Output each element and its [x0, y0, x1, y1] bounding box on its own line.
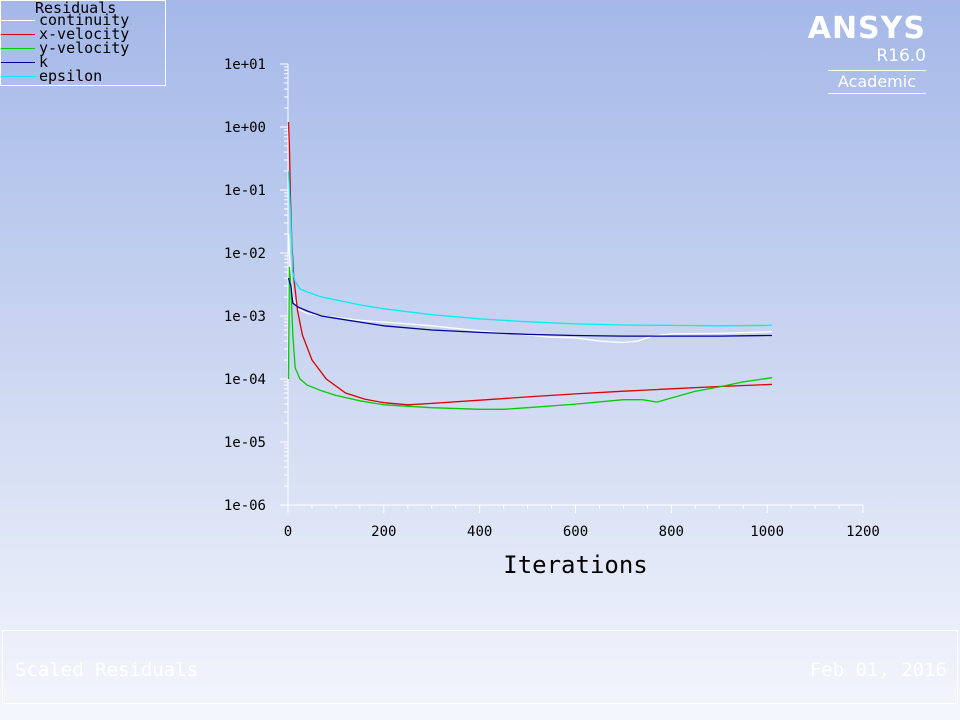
series-line-k: [287, 277, 772, 337]
legend-swatch-k: [1, 61, 35, 63]
footer-date: Feb 01, 2016: [809, 659, 947, 681]
series-line-y-velocity: [287, 266, 773, 410]
legend-item-epsilon: epsilon: [1, 67, 165, 85]
legend-swatch-x-velocity: [1, 33, 35, 35]
legend-item-x-velocity: x-velocity: [1, 25, 165, 43]
legend-label-continuity: continuity: [39, 11, 130, 29]
y-tick-label: 1e+01: [224, 57, 266, 73]
legend-swatch-continuity: [1, 19, 35, 21]
x-tick-label: 600: [563, 524, 588, 540]
legend-swatch-epsilon: [1, 75, 35, 77]
legend-swatch-y-velocity: [1, 47, 35, 49]
x-tick-label: 1200: [846, 524, 880, 540]
x-tick-label: 1000: [750, 524, 784, 540]
x-tick-label: 800: [659, 524, 684, 540]
y-tick-label: 1e-03: [224, 309, 266, 325]
series-line-epsilon: [287, 170, 773, 327]
y-tick-label: 1e-04: [224, 372, 266, 388]
legend-title: Residuals: [35, 0, 117, 17]
brand-edition: Academic: [827, 70, 926, 94]
x-tick-label: 400: [467, 524, 492, 540]
y-tick-label: 1e-02: [224, 246, 266, 262]
x-tick-label: 0: [284, 524, 292, 540]
plot-axes: 1e+01 1e+00 1e-01 1e-02 1e-03 1e-04 1e-05 1e-06…: [224, 57, 880, 579]
series-line-x-velocity: [287, 121, 773, 406]
legend-label-epsilon: epsilon: [39, 67, 103, 85]
footer-panel: Scaled Residuals Feb 01, 2016: [2, 630, 958, 704]
legend-item-continuity: continuity: [1, 11, 165, 29]
brand-version: R16.0: [876, 46, 926, 66]
y-tick-label: 1e-06: [224, 498, 266, 514]
plot-series: [287, 121, 773, 410]
x-tick-label: 200: [371, 524, 396, 540]
legend: Residuals continuity x-velocity y-veloci…: [0, 0, 166, 86]
legend-item-y-velocity: y-velocity: [1, 39, 165, 57]
legend-label-x-velocity: x-velocity: [39, 25, 130, 43]
y-tick-label: 1e-01: [224, 183, 266, 199]
ansys-logo: ANSYS R16.0 Academic: [808, 12, 926, 94]
y-tick-label: 1e+00: [224, 120, 266, 136]
legend-label-y-velocity: y-velocity: [39, 39, 130, 57]
footer-title: Scaled Residuals: [15, 659, 199, 681]
legend-label-k: k: [39, 53, 49, 71]
y-tick-label: 1e-05: [224, 435, 266, 451]
legend-item-k: k: [1, 53, 165, 71]
brand-name: ANSYS: [807, 11, 926, 46]
x-axis-label: Iterations: [503, 551, 648, 579]
